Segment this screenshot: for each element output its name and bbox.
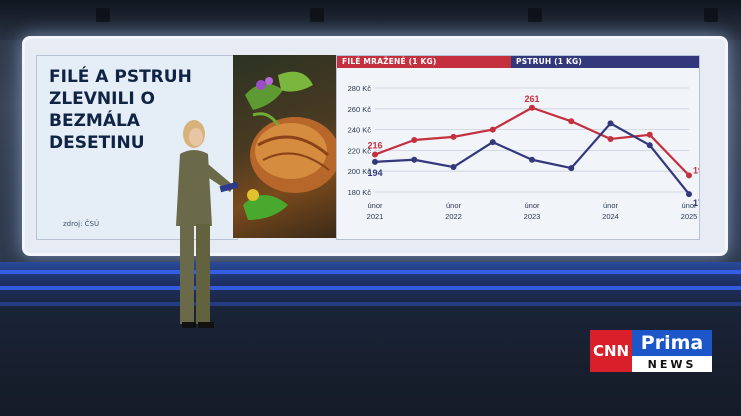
legend-label-series-2: PSTRUH (1 KG) <box>516 57 583 66</box>
price-chart-panel: FILÉ MRAŽENÉ (1 KG) PSTRUH (1 KG) 280 Kč… <box>336 55 700 240</box>
data-label: 216 <box>367 141 382 151</box>
channel-logo: CNN Prima NEWS <box>590 330 712 372</box>
data-point <box>489 126 496 133</box>
data-label: 196 <box>693 165 699 175</box>
fish-fillet-illustration <box>243 71 338 220</box>
studio-ceiling <box>0 0 741 40</box>
source-label: zdroj: ČSÚ <box>63 220 100 228</box>
data-label: 261 <box>524 94 539 104</box>
y-tick-label: 180 Kč <box>348 188 372 197</box>
floor-light-stripe <box>0 286 741 290</box>
fish-fillet-photo <box>233 55 338 238</box>
cnn-logo: CNN <box>590 330 632 372</box>
ceiling-light <box>310 8 324 22</box>
data-point <box>607 120 614 127</box>
data-point <box>568 165 575 172</box>
data-label: 178 <box>693 198 699 208</box>
ceiling-light <box>96 8 110 22</box>
x-tick-label: únor 2021 <box>367 201 384 221</box>
data-point <box>489 139 496 146</box>
legend-label-series-1: FILÉ MRAŽENÉ (1 KG) <box>342 57 437 66</box>
presenter-figure <box>176 120 239 328</box>
data-point <box>411 137 418 143</box>
data-point <box>529 104 535 111</box>
floor-light-stripe <box>0 270 741 274</box>
data-point <box>646 142 653 149</box>
y-tick-label: 240 Kč <box>348 126 372 135</box>
x-tick-label: únor 2022 <box>445 201 462 221</box>
data-point <box>686 191 692 198</box>
legend-bar-series-1: FILÉ MRAŽENÉ (1 KG) <box>337 56 511 68</box>
data-point <box>450 164 457 171</box>
presenter <box>172 116 242 338</box>
data-label: 194 <box>367 168 382 178</box>
ceiling-light <box>704 8 718 22</box>
data-point <box>607 135 614 142</box>
legend-bar-series-2: PSTRUH (1 KG) <box>511 56 699 68</box>
data-point <box>568 118 575 125</box>
line-chart: 280 Kč 260 Kč 240 Kč 220 Kč 200 Kč 180 Kč únor… <box>348 84 699 221</box>
y-tick-label: 220 Kč <box>348 146 372 155</box>
y-tick-label: 260 Kč <box>348 105 372 114</box>
data-point <box>411 156 418 163</box>
news-logo: NEWS <box>632 356 712 372</box>
headline: Filé a pstruh zlevnili o bezmála desetin… <box>49 67 192 153</box>
data-point <box>686 172 692 179</box>
data-point <box>450 133 457 140</box>
x-tick-label: únor 2025 <box>681 201 698 221</box>
x-tick-label: únor 2024 <box>602 201 619 221</box>
data-point <box>372 158 378 165</box>
data-point <box>529 156 535 163</box>
data-point <box>372 151 378 158</box>
y-tick-label: 200 Kč <box>348 167 372 176</box>
ceiling-light <box>528 8 542 22</box>
x-tick-label: únor 2023 <box>524 201 541 221</box>
data-point <box>646 131 653 138</box>
prima-logo: Prima <box>632 330 712 356</box>
y-tick-label: 280 Kč <box>348 84 372 93</box>
floor-light-stripe <box>0 302 741 306</box>
